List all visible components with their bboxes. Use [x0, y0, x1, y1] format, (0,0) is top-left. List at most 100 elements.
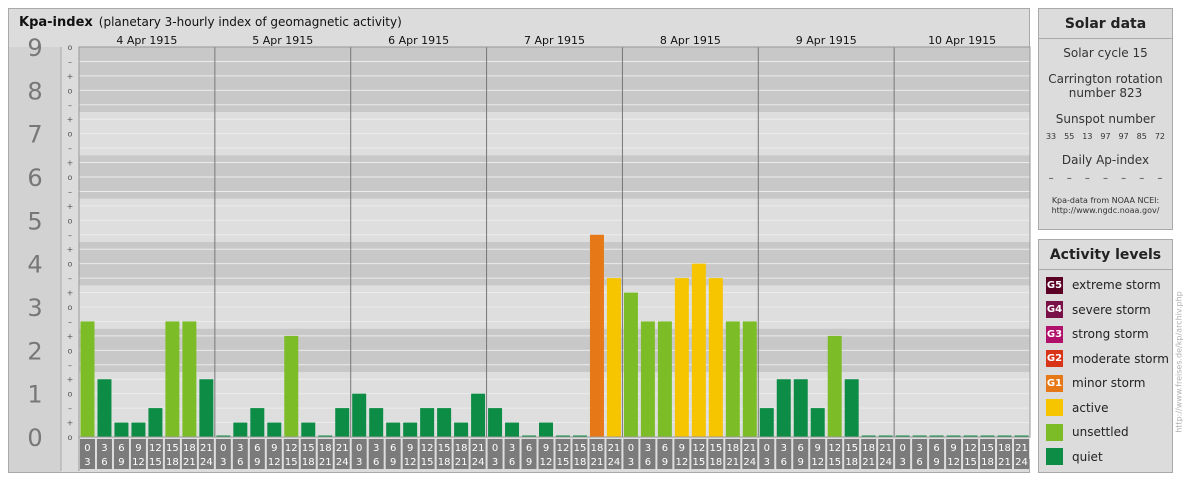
- legend-swatch: [1046, 448, 1063, 466]
- y-subtick-label: o: [68, 173, 73, 182]
- interval-start-label: 9: [543, 443, 549, 454]
- kp-bar: [556, 435, 570, 437]
- interval-end-label: 6: [645, 457, 651, 468]
- interval-start-label: 21: [472, 443, 485, 454]
- interval-end-label: 9: [254, 457, 260, 468]
- interval-end-label: 3: [356, 457, 362, 468]
- interval-box: [827, 439, 843, 469]
- interval-end-label: 21: [591, 457, 604, 468]
- legend-label: quiet: [1072, 449, 1103, 464]
- interval-start-label: 21: [743, 443, 756, 454]
- interval-start-label: 9: [950, 443, 956, 454]
- legend-item-minor-storm: G1 minor storm: [1039, 371, 1172, 396]
- kp-bar: [606, 278, 621, 437]
- legend-item-moderate-storm: G2 moderate storm: [1039, 347, 1172, 372]
- kp-bar: [997, 435, 1012, 437]
- kp-bar: [403, 422, 418, 437]
- activity-levels-title: Activity levels: [1039, 240, 1172, 270]
- interval-end-label: 24: [1015, 457, 1028, 468]
- kp-bar: [437, 408, 452, 437]
- kp-bar: [97, 379, 112, 437]
- interval-box: [1014, 439, 1029, 469]
- sunspot-value: 97: [1100, 132, 1111, 141]
- interval-end-label: 15: [828, 457, 841, 468]
- kp-bar: [980, 435, 995, 437]
- interval-start-label: 18: [591, 443, 604, 454]
- kp-bar: [759, 408, 774, 437]
- interval-end-label: 24: [200, 457, 213, 468]
- interval-end-label: 12: [947, 457, 960, 468]
- interval-end-label: 24: [879, 457, 892, 468]
- source-note-line2: http://www.ngdc.noaa.gov/: [1051, 206, 1160, 215]
- legend-item-quiet: quiet: [1039, 445, 1172, 470]
- interval-end-label: 21: [726, 457, 739, 468]
- interval-box: [776, 439, 792, 469]
- interval-end-label: 6: [916, 457, 922, 468]
- kpa-chart: 0123456789o+o+–o+–o+–o+–o+–o+–o+–o+–o–4 …: [9, 34, 1031, 472]
- kp-bar: [929, 435, 944, 437]
- interval-end-label: 9: [798, 457, 804, 468]
- interval-box: [912, 439, 928, 469]
- y-tick-label: 1: [27, 381, 42, 409]
- interval-start-label: 15: [302, 443, 315, 454]
- kp-bar: [216, 435, 231, 437]
- interval-start-label: 15: [166, 443, 179, 454]
- interval-start-label: 15: [438, 443, 451, 454]
- interval-end-label: 18: [574, 457, 587, 468]
- interval-end-label: 15: [421, 457, 434, 468]
- kp-bar: [539, 422, 553, 437]
- legend-label: extreme storm: [1072, 278, 1161, 293]
- interval-box: [487, 439, 503, 469]
- interval-end-label: 15: [557, 457, 570, 468]
- interval-start-label: 15: [574, 443, 587, 454]
- kp-bar: [895, 435, 910, 437]
- interval-end-label: 24: [336, 457, 349, 468]
- plot-border: [78, 46, 1031, 438]
- kp-bar: [861, 435, 876, 437]
- y-subtick-label: –: [68, 404, 72, 413]
- kp-bar: [284, 335, 299, 437]
- kp-bar: [878, 435, 893, 437]
- kp-bar: [318, 435, 333, 437]
- kp-bar: [623, 292, 638, 437]
- interval-end-label: 3: [764, 457, 770, 468]
- interval-box: [878, 439, 894, 469]
- y-subtick-label: +: [67, 115, 74, 124]
- y-subtick-label: +: [67, 202, 74, 211]
- interval-end-label: 12: [268, 457, 281, 468]
- legend-label: strong storm: [1072, 327, 1149, 342]
- interval-box: [80, 439, 95, 469]
- y-tick-label: 7: [27, 121, 42, 149]
- interval-box: [997, 439, 1013, 469]
- chart-title: Kpa-index (planetary 3-hourly index of ge…: [19, 15, 402, 30]
- interval-start-label: 3: [916, 443, 922, 454]
- kp-bar: [810, 408, 825, 437]
- sunspot-label: Sunspot number: [1055, 112, 1156, 126]
- interval-box: [368, 439, 384, 469]
- interval-end-label: 6: [373, 457, 379, 468]
- sunspot-value: 72: [1154, 132, 1165, 141]
- y-subtick-label: +: [67, 159, 74, 168]
- interval-box: [283, 439, 299, 469]
- kp-bar: [199, 379, 214, 437]
- interval-end-label: 9: [662, 457, 668, 468]
- interval-start-label: 3: [237, 443, 243, 454]
- kp-bar: [776, 379, 791, 437]
- legend-label: severe storm: [1072, 302, 1151, 317]
- interval-box: [963, 439, 979, 469]
- solar-cycle: Solar cycle 15: [1063, 46, 1148, 60]
- y-subtick-label: –: [68, 101, 72, 110]
- interval-end-label: 18: [302, 457, 315, 468]
- interval-start-label: 9: [679, 443, 685, 454]
- interval-end-label: 6: [509, 457, 515, 468]
- interval-end-label: 3: [899, 457, 905, 468]
- y-subtick-label: +: [67, 332, 74, 341]
- kpa-chart-panel: 0 1 2 3 4 5 6 7 8 9 o + o + – o + – o + – o + – o + – o + – o + – o + – o –4 …: [8, 8, 1031, 473]
- interval-start-label: 21: [200, 443, 213, 454]
- kp-bar: [657, 321, 672, 437]
- activity-levels-panel: Activity levels G5 extreme storm G4 seve…: [1038, 239, 1173, 473]
- interval-box: [436, 439, 452, 469]
- chart-title-main: Kpa-index: [19, 15, 93, 30]
- legend-label: moderate storm: [1072, 351, 1169, 366]
- interval-start-label: 0: [356, 443, 362, 454]
